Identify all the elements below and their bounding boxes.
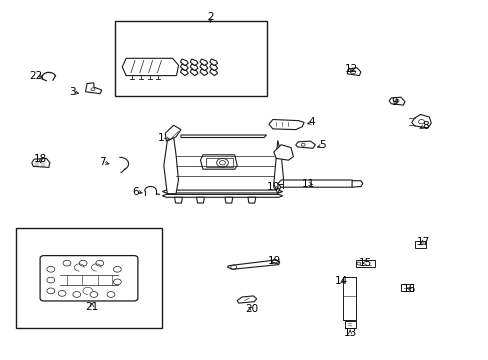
Polygon shape (180, 59, 188, 66)
Polygon shape (209, 69, 217, 76)
Polygon shape (273, 140, 283, 194)
Polygon shape (162, 194, 282, 197)
Polygon shape (122, 58, 178, 76)
Text: 6: 6 (132, 186, 139, 197)
Polygon shape (277, 180, 355, 187)
Bar (206, 158, 233, 167)
Polygon shape (163, 137, 178, 194)
Polygon shape (180, 64, 188, 71)
Text: 1: 1 (158, 132, 164, 143)
Polygon shape (346, 68, 360, 76)
Polygon shape (237, 296, 256, 303)
FancyBboxPatch shape (40, 256, 138, 301)
Polygon shape (162, 190, 282, 193)
Polygon shape (190, 64, 198, 71)
Text: 3: 3 (69, 87, 76, 97)
Text: 18: 18 (34, 154, 47, 164)
Text: 19: 19 (267, 256, 281, 266)
Text: 21: 21 (85, 302, 99, 312)
Polygon shape (174, 197, 182, 203)
Text: 11: 11 (301, 179, 314, 189)
Text: 15: 15 (358, 258, 372, 268)
Bar (115, 21, 266, 96)
Text: 5: 5 (319, 140, 325, 150)
Polygon shape (295, 141, 315, 148)
Polygon shape (190, 69, 198, 76)
Polygon shape (224, 197, 232, 203)
Polygon shape (85, 83, 102, 94)
Polygon shape (247, 197, 255, 203)
Bar (414, 241, 426, 248)
Polygon shape (181, 135, 266, 138)
Text: 16: 16 (402, 284, 416, 294)
Polygon shape (200, 59, 207, 66)
Text: 14: 14 (334, 276, 347, 286)
Polygon shape (227, 260, 279, 269)
Text: 7: 7 (99, 157, 106, 167)
Polygon shape (388, 97, 404, 105)
Polygon shape (200, 64, 207, 71)
Polygon shape (209, 64, 217, 71)
Text: 2: 2 (206, 12, 213, 22)
Bar (16, 228, 162, 328)
Polygon shape (32, 158, 50, 167)
Polygon shape (165, 125, 181, 141)
Text: 20: 20 (245, 304, 258, 314)
Text: 10: 10 (267, 182, 280, 192)
Bar (355, 260, 374, 267)
Polygon shape (268, 120, 304, 130)
Text: 17: 17 (415, 237, 429, 247)
Bar (400, 284, 412, 291)
Polygon shape (351, 181, 362, 187)
Polygon shape (180, 69, 188, 76)
Text: 4: 4 (308, 117, 315, 127)
Polygon shape (209, 59, 217, 66)
Text: 9: 9 (391, 96, 398, 107)
Text: 12: 12 (344, 64, 357, 74)
Polygon shape (411, 114, 430, 128)
Polygon shape (200, 69, 207, 76)
Text: 13: 13 (343, 328, 356, 338)
Polygon shape (273, 145, 293, 160)
Polygon shape (200, 155, 237, 169)
Bar (345, 321, 355, 328)
Text: 8: 8 (421, 121, 428, 131)
Text: 22: 22 (29, 71, 42, 81)
Polygon shape (196, 197, 204, 203)
Polygon shape (190, 59, 198, 66)
